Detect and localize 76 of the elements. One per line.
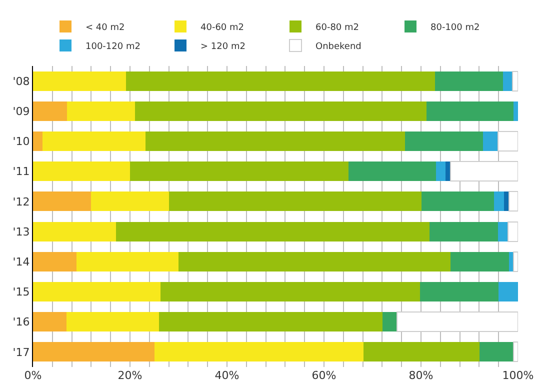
bar	[146, 131, 405, 152]
bar	[33, 342, 154, 362]
y-tick-label: '14	[12, 256, 30, 268]
bar	[396, 312, 518, 332]
bar	[498, 282, 518, 302]
bar	[160, 282, 420, 302]
y-tick-label: '12	[12, 195, 30, 208]
x-tick-label: 60%	[312, 369, 336, 382]
x-tick-label: 0%	[24, 369, 42, 382]
bar	[446, 162, 451, 182]
bar	[130, 162, 349, 182]
legend-label: 80-100 m2	[430, 22, 480, 33]
bar	[33, 312, 66, 332]
bar	[33, 282, 161, 302]
bar	[508, 191, 518, 212]
bar	[405, 131, 484, 152]
y-tick-label: '15	[12, 286, 30, 299]
bar	[494, 192, 504, 212]
legend-label: 60-80 m2	[316, 22, 360, 33]
bar	[42, 131, 146, 152]
bar	[502, 71, 513, 91]
bar	[33, 222, 116, 242]
y-tick-label: '09	[12, 105, 30, 118]
legend-label: 100-120 m2	[86, 42, 140, 52]
legend-label: Onbekend	[316, 42, 362, 52]
bar	[33, 252, 77, 272]
bar	[91, 192, 169, 212]
legend-label: 40-60 m2	[200, 22, 244, 33]
bar	[498, 130, 518, 152]
bar	[435, 71, 503, 91]
bar	[450, 161, 518, 182]
bar	[116, 222, 430, 242]
bar	[513, 342, 518, 362]
y-tick-label: '13	[12, 225, 30, 238]
bar	[33, 101, 67, 121]
bar	[33, 71, 126, 91]
y-tick-label: '16	[12, 316, 30, 329]
bar	[154, 342, 364, 362]
bar	[33, 162, 130, 182]
x-tick-label: 80%	[408, 369, 434, 382]
bar	[33, 131, 43, 152]
bar	[420, 282, 499, 302]
x-tick-label: 20%	[118, 369, 142, 382]
bar	[66, 101, 135, 121]
bar	[483, 131, 498, 152]
bar	[498, 222, 508, 242]
bar	[507, 221, 518, 242]
bar	[430, 222, 498, 242]
y-tick-label: '17	[12, 346, 30, 359]
bar	[126, 71, 436, 91]
bar	[504, 192, 509, 212]
x-tick-label: 40%	[214, 369, 240, 382]
x-tick-label: 100%	[502, 369, 534, 382]
bar	[450, 252, 509, 272]
bar	[178, 252, 451, 272]
bar	[436, 162, 446, 182]
y-tick-label: '10	[12, 135, 30, 148]
bar	[159, 312, 383, 332]
bar	[426, 101, 514, 121]
legend-label: < 40 m2	[86, 22, 125, 33]
bar	[514, 101, 518, 121]
bar	[512, 70, 518, 92]
y-tick-label: '11	[12, 165, 30, 178]
bar	[480, 342, 514, 362]
bar	[134, 101, 426, 121]
bar	[363, 342, 480, 362]
bar	[168, 192, 422, 212]
bar	[348, 162, 436, 182]
bar	[76, 252, 178, 272]
bar	[33, 192, 92, 212]
bar	[513, 251, 518, 272]
bar	[421, 192, 494, 212]
y-tick-label: '08	[12, 74, 30, 88]
bar	[66, 312, 160, 332]
bar	[382, 312, 398, 332]
legend-label: > 120 m2	[200, 42, 246, 52]
